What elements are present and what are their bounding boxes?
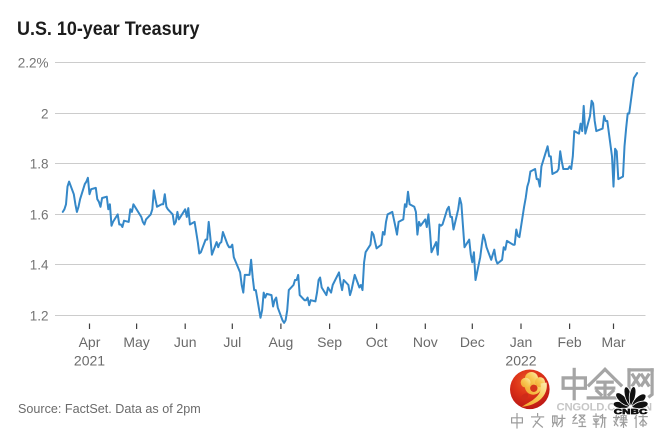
svg-text:2021: 2021 (74, 353, 105, 369)
svg-text:Nov: Nov (413, 334, 438, 350)
svg-text:1.4: 1.4 (30, 257, 49, 272)
svg-text:Apr: Apr (79, 334, 101, 350)
svg-text:May: May (123, 334, 149, 350)
svg-text:CNBC: CNBC (614, 408, 648, 417)
svg-text:Feb: Feb (558, 334, 582, 350)
svg-text:Aug: Aug (268, 334, 293, 350)
svg-text:Jan: Jan (510, 334, 533, 350)
svg-text:Jun: Jun (174, 334, 197, 350)
svg-text:2022: 2022 (505, 353, 536, 369)
svg-text:Oct: Oct (366, 334, 388, 350)
svg-text:Mar: Mar (601, 334, 625, 350)
svg-text:Sep: Sep (317, 334, 342, 350)
svg-text:2.2%: 2.2% (18, 55, 49, 70)
svg-text:1.8: 1.8 (30, 156, 49, 171)
svg-text:1.6: 1.6 (30, 207, 49, 222)
svg-text:Jul: Jul (223, 334, 241, 350)
svg-text:Dec: Dec (460, 334, 485, 350)
svg-text:CNBC: CNBC (614, 408, 648, 417)
svg-text:1.2: 1.2 (30, 308, 49, 323)
svg-text:2: 2 (41, 106, 49, 121)
